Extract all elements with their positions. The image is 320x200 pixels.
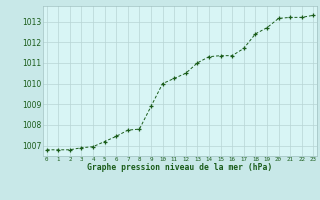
X-axis label: Graphe pression niveau de la mer (hPa): Graphe pression niveau de la mer (hPa) <box>87 163 273 172</box>
